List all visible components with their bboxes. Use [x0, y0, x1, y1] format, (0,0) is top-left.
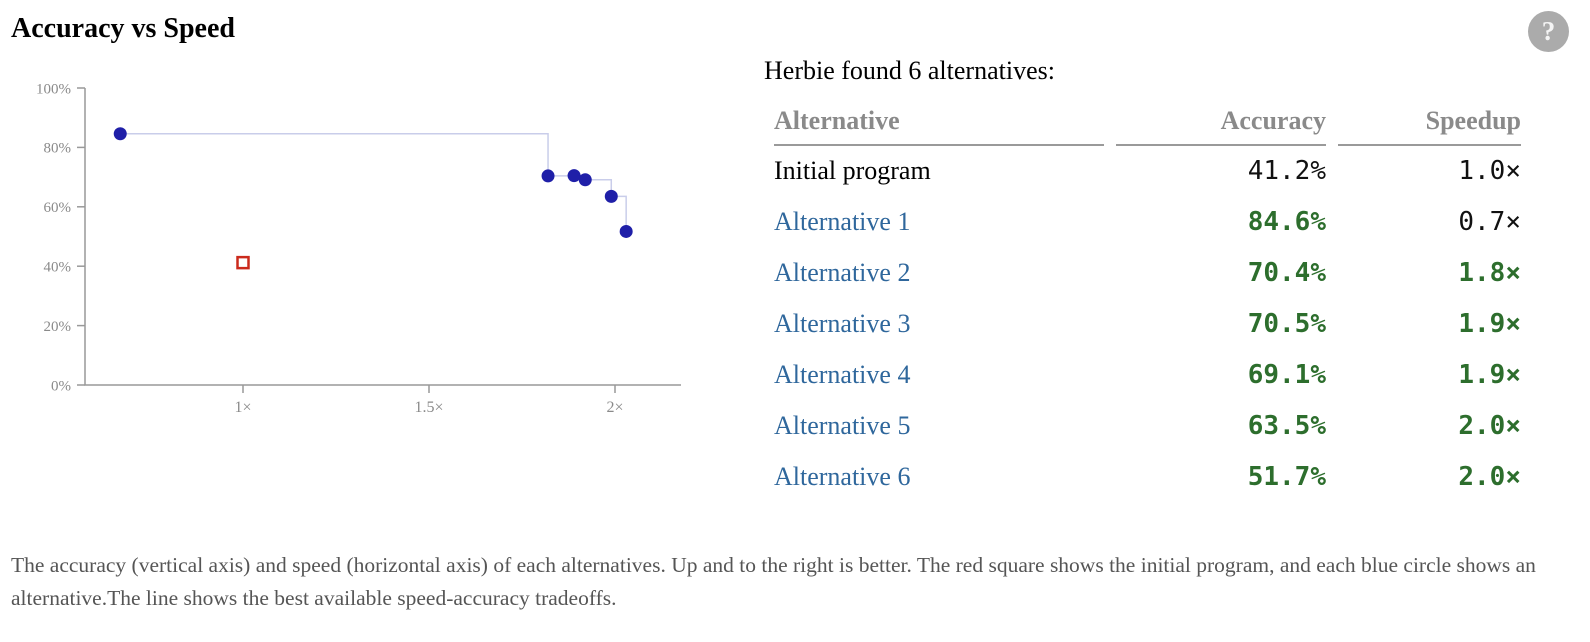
- table-row: Alternative 6 51.7% 2.0×: [774, 452, 1521, 503]
- question-mark-icon: ?: [1541, 16, 1556, 46]
- table-row: Alternative 1 84.6% 0.7×: [774, 197, 1521, 248]
- y-tick-label: 60%: [44, 200, 72, 216]
- alternative-link[interactable]: Alternative 1: [774, 207, 911, 236]
- y-tick-label: 100%: [36, 81, 71, 97]
- speedup-value: 2.0×: [1458, 462, 1521, 492]
- speedup-value: 1.9×: [1458, 309, 1521, 339]
- accuracy-speed-plot: 100% 80% 60% 40% 20% 0% 1× 1.5× 2×: [0, 70, 700, 420]
- plot-caption: The accuracy (vertical axis) and speed (…: [11, 553, 1536, 611]
- accuracy-value: 63.5%: [1247, 411, 1326, 441]
- accuracy-speed-chart-canvas: 100% 80% 60% 40% 20% 0% 1× 1.5× 2×: [36, 81, 681, 416]
- alternative-point[interactable]: [113, 127, 127, 141]
- alternative-link[interactable]: Alternative 4: [774, 360, 911, 389]
- y-tick-label: 40%: [44, 259, 72, 275]
- column-header-alternative: Alternative: [774, 104, 1104, 146]
- accuracy-value: 70.5%: [1247, 309, 1326, 339]
- alternative-link[interactable]: Alternative 5: [774, 411, 911, 440]
- speedup-value: 1.0×: [1458, 156, 1521, 186]
- alternatives-table: Alternative Accuracy Speedup Initial pro…: [762, 104, 1533, 503]
- alternatives-panel: Herbie found 6 alternatives: Alternative…: [762, 56, 1530, 503]
- summary-text: Herbie found 6 alternatives:: [764, 56, 1055, 85]
- speedup-value: 1.9×: [1458, 360, 1521, 390]
- table-row: Alternative 4 69.1% 1.9×: [774, 350, 1521, 401]
- accuracy-value: 41.2%: [1247, 156, 1326, 186]
- column-header-accuracy: Accuracy: [1116, 104, 1326, 146]
- x-tick-label: 1×: [234, 399, 251, 416]
- x-tick-label: 2×: [606, 399, 623, 416]
- table-row: Alternative 5 63.5% 2.0×: [774, 401, 1521, 452]
- accuracy-value: 69.1%: [1247, 360, 1326, 390]
- table-row: Initial program 41.2% 1.0×: [774, 146, 1521, 197]
- help-button[interactable]: ?: [1528, 11, 1569, 52]
- alternative-point[interactable]: [619, 224, 633, 238]
- initial-program-point[interactable]: [236, 255, 250, 270]
- speedup-value: 2.0×: [1458, 411, 1521, 441]
- x-tick-label: 1.5×: [414, 399, 443, 416]
- y-tick-label: 20%: [44, 319, 72, 335]
- page-title: Accuracy vs Speed: [11, 13, 235, 44]
- column-header-speedup: Speedup: [1338, 104, 1521, 146]
- pareto-frontier-line: [120, 132, 627, 232]
- accuracy-value: 84.6%: [1247, 207, 1326, 237]
- alternative-point[interactable]: [578, 173, 592, 187]
- speedup-value: 0.7×: [1458, 207, 1521, 237]
- alternative-link[interactable]: Alternative 6: [774, 462, 911, 491]
- alternatives-table-body: Initial program 41.2% 1.0× Alternative 1 84.…: [774, 146, 1521, 503]
- alternative-link[interactable]: Alternative 3: [774, 309, 911, 338]
- table-header-row: Alternative Accuracy Speedup: [774, 104, 1521, 146]
- y-tick-label: 80%: [44, 141, 72, 157]
- table-row: Alternative 2 70.4% 1.8×: [774, 248, 1521, 299]
- table-row: Alternative 3 70.5% 1.9×: [774, 299, 1521, 350]
- alternative-link[interactable]: Alternative 2: [774, 258, 911, 287]
- alternative-point[interactable]: [604, 189, 618, 203]
- y-tick-label: 0%: [51, 378, 71, 394]
- speedup-value: 1.8×: [1458, 258, 1521, 288]
- accuracy-value: 70.4%: [1247, 258, 1326, 288]
- initial-program-label: Initial program: [774, 156, 931, 185]
- alternative-point[interactable]: [541, 169, 555, 183]
- alternative-point[interactable]: [567, 169, 581, 183]
- accuracy-value: 51.7%: [1247, 462, 1326, 492]
- axes: [84, 88, 681, 386]
